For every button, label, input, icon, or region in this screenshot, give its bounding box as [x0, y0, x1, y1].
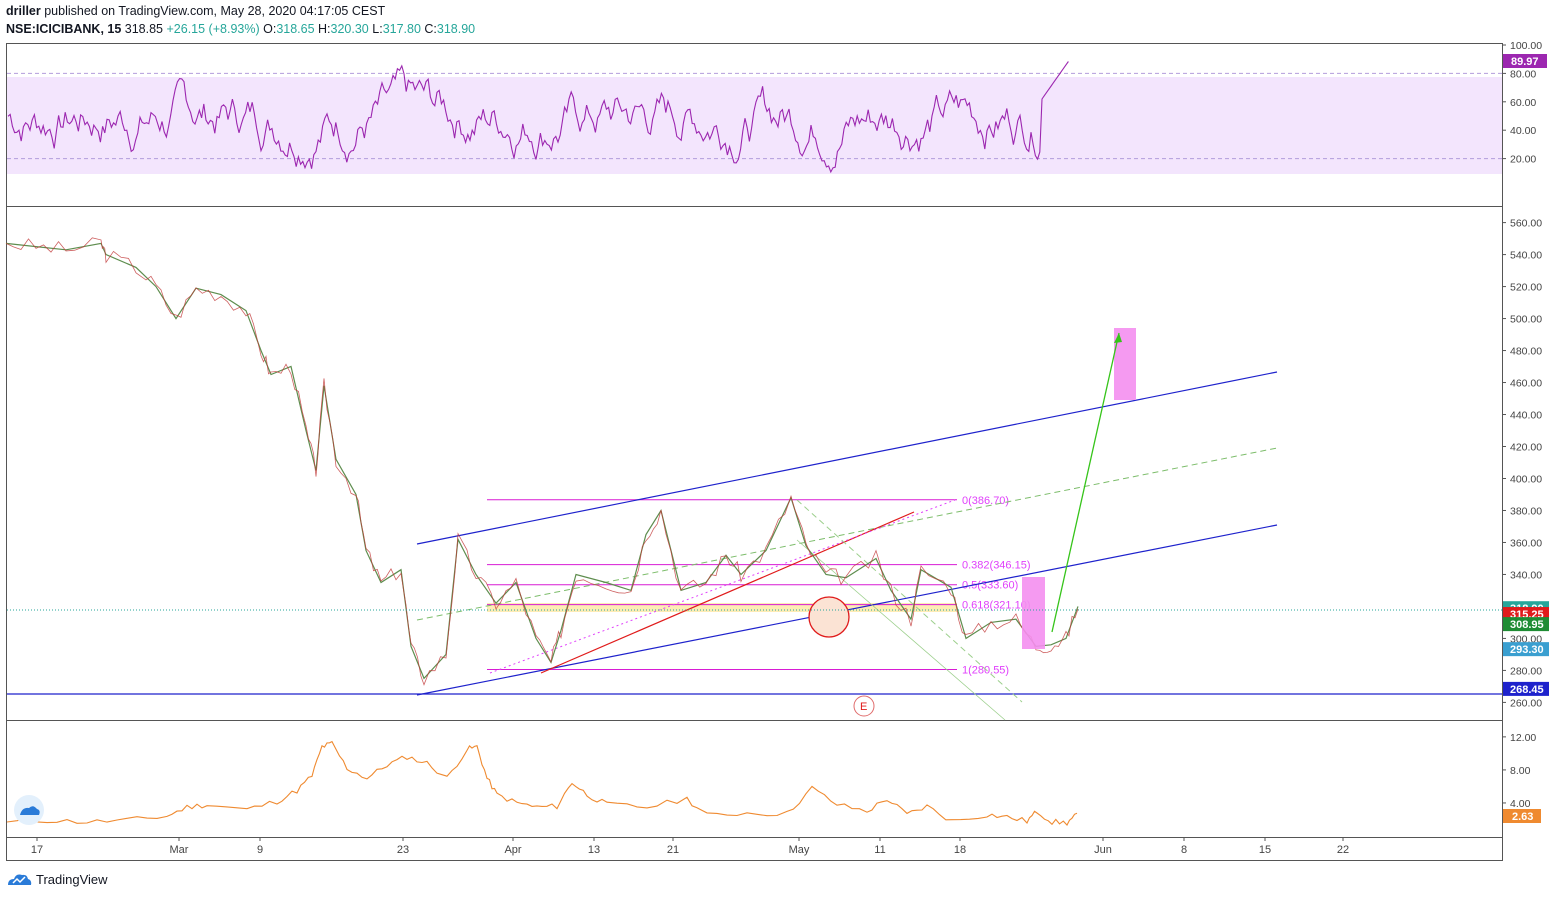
- downtrend-channel-upper[interactable]: [796, 499, 1023, 703]
- rsi-last-value: 89.97: [1511, 56, 1539, 68]
- brand-name: TradingView: [36, 871, 108, 887]
- low-label: L:: [372, 22, 383, 36]
- target-box-low[interactable]: [1022, 577, 1045, 649]
- rsi-tick-label: 100.00: [1510, 40, 1542, 52]
- pink-dotted-trend-line[interactable]: [489, 499, 956, 674]
- time-tick-label: Apr: [504, 844, 521, 856]
- rsi-axis: 100.00 80.00 60.00 40.00 20.00: [1502, 40, 1542, 166]
- price-tick-label: 260.00: [1510, 697, 1542, 709]
- rsi-pane: 100.00 80.00 60.00 40.00 20.00 89.97: [7, 40, 1547, 174]
- downtrend-channel-lower[interactable]: [796, 539, 1006, 721]
- time-tick-label: 21: [667, 844, 679, 856]
- fib-level-label: 0(386.70): [962, 495, 1009, 507]
- projection-arrowhead-icon: [1114, 333, 1122, 343]
- time-tick-label: 9: [257, 844, 263, 856]
- time-tick-label: 23: [397, 844, 409, 856]
- time-tick-label: 8: [1181, 844, 1187, 856]
- symbol-info: NSE:ICICIBANK, 15 318.85 +26.15 (+8.93%)…: [6, 22, 475, 36]
- price-pane: 560.00 540.00 520.00 500.00 480.00 460.00 440.…: [5, 218, 1549, 721]
- channel-upper-line[interactable]: [416, 371, 1278, 545]
- fib-zone-highlight: [487, 603, 957, 612]
- price-tick-label: 360.00: [1510, 537, 1542, 549]
- price-badge-label: 308.95: [1510, 619, 1544, 631]
- time-tick-label: Mar: [170, 844, 189, 856]
- price-series-line: [5, 242, 1079, 680]
- price-tick-label: 340.00: [1510, 569, 1542, 581]
- tv-watermark-icon: [14, 795, 44, 825]
- projection-arrow-line[interactable]: [1051, 332, 1120, 633]
- price-axis: 560.00 540.00 520.00 500.00 480.00 460.00 440.…: [1502, 218, 1542, 709]
- price-change: +26.15 (+8.93%): [166, 22, 260, 36]
- channel-mid-line[interactable]: [416, 447, 1278, 621]
- price-badge-label: 268.45: [1510, 684, 1544, 696]
- target-box-high[interactable]: [1114, 328, 1136, 400]
- rsi-tick-label: 40.00: [1510, 125, 1536, 137]
- atr-tick-label: 12.00: [1510, 732, 1536, 744]
- time-axis: 17 Mar 9 23 Apr 13 21 May 11 18 Jun 8 15 22: [31, 837, 1349, 856]
- time-tick-label: Jun: [1094, 844, 1112, 856]
- close-value: 318.90: [436, 22, 476, 36]
- price-tick-label: 520.00: [1510, 282, 1542, 294]
- rsi-band: [7, 77, 1502, 174]
- time-tick-label: 13: [588, 844, 600, 856]
- price-tick-label: 460.00: [1510, 378, 1542, 390]
- atr-tick-label: 4.00: [1510, 798, 1531, 810]
- price-tick-label: 440.00: [1510, 410, 1542, 422]
- fib-level-label: 0.5(333.60): [962, 580, 1018, 592]
- price-tick-label: 420.00: [1510, 442, 1542, 454]
- price-tick-label: 480.00: [1510, 346, 1542, 358]
- price-badge-bg: [1503, 681, 1549, 696]
- event-marker-icon[interactable]: [853, 695, 875, 717]
- author-name[interactable]: driller: [6, 4, 41, 18]
- price-tick-label: 560.00: [1510, 218, 1542, 230]
- fib-level-label: 0.618(321.10): [962, 600, 1031, 612]
- rsi-tick-label: 60.00: [1510, 97, 1536, 109]
- brand-footer[interactable]: TradingView: [6, 871, 108, 887]
- price-badge-bg: [1503, 617, 1549, 632]
- price-tick-label: 280.00: [1510, 665, 1542, 677]
- fib-level-label: 0.382(346.15): [962, 560, 1031, 572]
- time-tick-label: 22: [1337, 844, 1349, 856]
- rsi-tick-label: 80.00: [1510, 68, 1536, 80]
- time-tick-label: 18: [954, 844, 966, 856]
- highlight-circle[interactable]: [808, 596, 850, 638]
- rsi-last-badge: [1503, 54, 1547, 68]
- atr-pane: 12.00 8.00 4.00 2.63: [6, 732, 1541, 826]
- price-badge-bg: [1503, 642, 1549, 657]
- fib-level-label: 1(280.55): [962, 665, 1009, 677]
- fib-levels: 0(386.70) 0.382(346.15) 0.5(333.60) 0.618(3…: [487, 495, 1031, 677]
- tradingview-cloud-icon: [8, 874, 32, 885]
- time-tick-label: 15: [1259, 844, 1271, 856]
- symbol-name[interactable]: NSE:ICICIBANK, 15: [6, 22, 122, 36]
- atr-axis: 12.00 8.00 4.00: [1502, 732, 1536, 810]
- event-marker-label: E: [860, 701, 867, 713]
- high-label: H:: [318, 22, 331, 36]
- close-label: C:: [424, 22, 437, 36]
- price-tick-label: 400.00: [1510, 473, 1542, 485]
- time-tick-label: May: [789, 844, 810, 856]
- atr-series-line: [6, 740, 1078, 826]
- open-value: 318.65: [276, 22, 315, 36]
- atr-last-value: 2.63: [1512, 811, 1533, 823]
- rsi-series-line: [7, 61, 1069, 174]
- open-label: O:: [263, 22, 277, 36]
- high-value: 320.30: [330, 22, 369, 36]
- last-price: 318.85: [124, 22, 164, 36]
- publish-text: published on TradingView.com, May 28, 20…: [44, 4, 386, 18]
- pane-frames: [6, 43, 1503, 861]
- price-tick-label: 540.00: [1510, 250, 1542, 262]
- time-tick-label: 11: [874, 844, 885, 856]
- low-value: 317.80: [382, 22, 421, 36]
- rsi-tick-label: 20.00: [1510, 154, 1536, 166]
- price-tick-label: 500.00: [1510, 314, 1542, 326]
- time-tick-label: 17: [31, 844, 43, 856]
- publish-info: driller published on TradingView.com, Ma…: [6, 4, 385, 18]
- atr-last-badge: [1503, 809, 1541, 823]
- price-tick-label: 380.00: [1510, 505, 1542, 517]
- atr-tick-label: 8.00: [1510, 765, 1531, 777]
- price-badge-label: 293.30: [1510, 644, 1544, 656]
